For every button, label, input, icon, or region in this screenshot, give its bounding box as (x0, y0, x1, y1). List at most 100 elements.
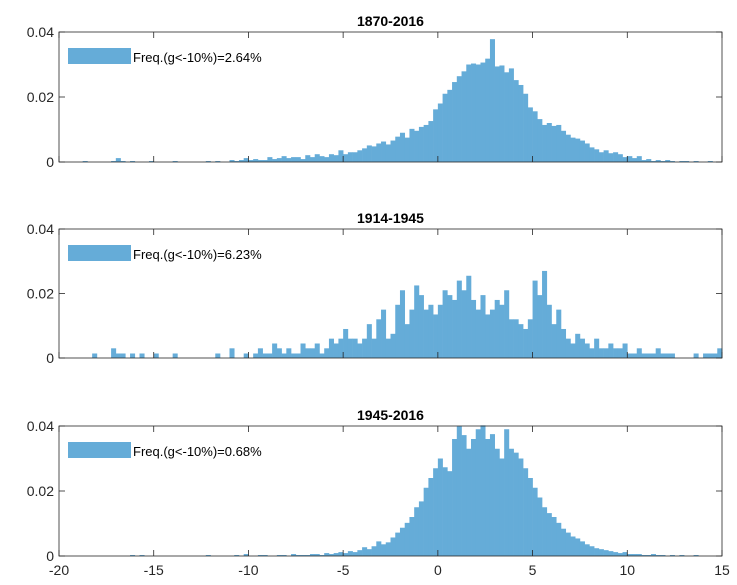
histogram-bar (328, 338, 334, 358)
histogram-bar (300, 555, 306, 556)
histogram-bar (475, 429, 481, 556)
histogram-bar (328, 154, 334, 162)
y-tick-label: 0.02 (27, 89, 54, 105)
histogram-bar (485, 439, 491, 556)
histogram-bar (466, 275, 472, 358)
histogram-bar (286, 158, 292, 162)
histogram-bar (428, 121, 434, 162)
histogram-bar (437, 304, 443, 358)
histogram-bar (655, 348, 661, 358)
histogram-bar (404, 324, 410, 358)
histogram-bar (622, 343, 628, 358)
histogram-bar (660, 161, 666, 162)
histogram-bar (357, 343, 363, 358)
histogram-bar (461, 435, 467, 556)
histogram-bar (494, 66, 500, 162)
histogram-bar (381, 544, 387, 556)
histogram-bar (518, 84, 524, 162)
histogram-bar (546, 304, 552, 358)
histogram-bar (693, 161, 699, 162)
histogram-bar (385, 144, 391, 162)
histogram-bar (655, 160, 661, 162)
legend-swatch (68, 48, 131, 64)
histogram-bar (641, 353, 647, 358)
histogram-bar (418, 501, 424, 556)
histogram-bar (627, 156, 633, 162)
histogram-bar (281, 156, 287, 162)
histogram-bar (608, 343, 614, 358)
x-tick-label: 15 (714, 562, 730, 578)
histogram-bar (579, 338, 585, 358)
histogram-bar (243, 554, 249, 556)
histogram-bar (428, 478, 434, 556)
histogram-bar (447, 471, 453, 556)
histogram-bar (371, 338, 377, 358)
histogram-bar (234, 161, 240, 162)
histogram-bar (418, 126, 424, 162)
histogram-bar (556, 124, 562, 162)
histogram-bar (471, 439, 477, 556)
histogram-bar (523, 328, 529, 358)
histogram-bar (276, 348, 282, 358)
y-tick-label: 0.02 (27, 286, 54, 302)
histogram-bar (395, 532, 401, 556)
histogram-bar (324, 157, 330, 163)
histogram-bar (291, 554, 297, 556)
histogram-bar (452, 82, 458, 162)
histogram-bar (513, 319, 519, 358)
histogram-bar (712, 353, 718, 358)
histogram-bar (622, 552, 628, 556)
histogram-bar (594, 338, 600, 358)
histogram-bar (343, 553, 349, 556)
histogram-bar (423, 487, 429, 556)
histogram-bar (584, 544, 590, 556)
histogram-bar (276, 158, 282, 162)
histogram-bar (390, 537, 396, 556)
histogram-bar (641, 160, 647, 162)
histogram-bar (362, 148, 368, 162)
histogram-bar (267, 157, 273, 163)
histogram-bar (579, 140, 585, 162)
histogram-bar (650, 353, 656, 358)
histogram-bar (262, 555, 268, 556)
histogram-bar (508, 448, 514, 556)
histogram-bar (130, 353, 136, 358)
histogram-bar (153, 353, 159, 358)
histogram-bar (319, 555, 325, 556)
histogram-bar (243, 353, 249, 358)
histogram-bar (489, 434, 495, 557)
histogram-bar (570, 137, 576, 163)
histogram-bar (485, 58, 491, 162)
histogram-bar (257, 348, 263, 358)
histogram-bar (627, 353, 633, 358)
histogram-bar (352, 152, 358, 162)
histogram-bar (433, 468, 439, 556)
histogram-bar (570, 343, 576, 358)
histogram-bar (115, 158, 121, 162)
histogram-bar (632, 554, 638, 556)
histogram-bar (139, 353, 145, 358)
histogram-bar (111, 348, 117, 358)
histogram-bar (527, 107, 533, 162)
histogram-bar (575, 138, 581, 162)
x-tick-label: 10 (619, 562, 635, 578)
histogram-bar (395, 136, 401, 162)
histogram-bar (319, 353, 325, 358)
histogram-bar (205, 161, 211, 162)
histogram-bar (556, 309, 562, 359)
histogram-bar (276, 555, 282, 556)
x-tick-label: -5 (337, 562, 350, 578)
histogram-bar (92, 353, 98, 358)
histogram-bar (362, 338, 368, 358)
panel-title: 1914-1945 (357, 210, 424, 226)
histogram-bar (338, 150, 344, 162)
histogram-bar (314, 154, 320, 162)
histogram-bar (257, 555, 263, 556)
histogram-bar (598, 152, 604, 162)
histogram-bar (646, 353, 652, 358)
histogram-bar (608, 551, 614, 557)
y-tick-label: 0.02 (27, 483, 54, 499)
histogram-bar (717, 348, 723, 358)
histogram-bar (328, 554, 334, 556)
